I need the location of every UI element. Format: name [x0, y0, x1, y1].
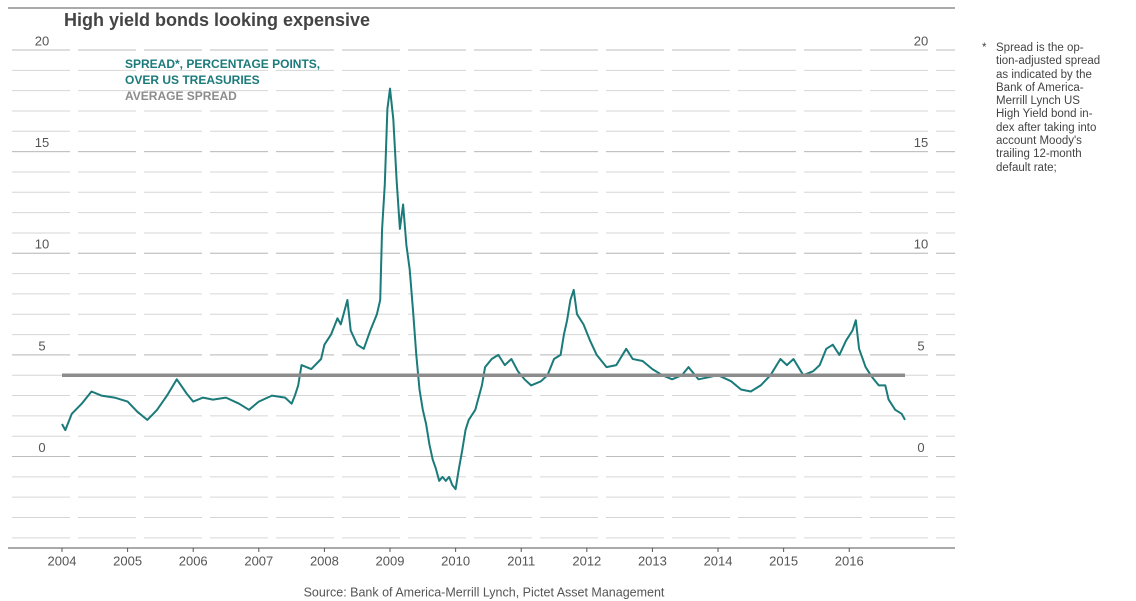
note-line: Bank of America-	[996, 81, 1084, 94]
x-tick-label: 2009	[376, 553, 405, 568]
x-tick-label: 2004	[48, 553, 77, 568]
legend-entry: SPREAD*, PERCENTAGE POINTS, OVER US TREA…	[125, 57, 321, 87]
y-tick-label: 0	[38, 440, 45, 455]
legend-entry: AVERAGE SPREAD	[125, 89, 237, 103]
x-tick-label: 2011	[507, 553, 535, 568]
y-tick-label: 10	[35, 237, 49, 252]
x-tick-label: 2014	[704, 553, 733, 568]
x-tick-label: 2015	[769, 553, 798, 568]
x-tick-label: 2013	[638, 553, 667, 568]
footnote: * Spread is the op-tion-adjusted spread a…	[982, 42, 1100, 175]
x-tick-label: 2012	[572, 553, 601, 568]
x-tick-label: 2006	[179, 553, 208, 568]
note-line: account Moody's	[996, 135, 1082, 148]
legend: SPREAD*, PERCENTAGE POINTS, OVER US TREA…	[125, 56, 340, 104]
x-tick-label: 2010	[441, 553, 470, 568]
x-tick-label: 2005	[113, 553, 142, 568]
note-line: as indicated by the	[996, 68, 1092, 81]
y-tick-label: 5	[38, 338, 45, 353]
note-line: default rate;	[996, 161, 1057, 174]
note-line: dex after taking into	[996, 121, 1097, 134]
y-tick-label-right: 5	[917, 338, 924, 353]
y-tick-label-right: 10	[914, 237, 928, 252]
note-line: trailing 12-month	[996, 148, 1082, 161]
y-tick-label: 15	[35, 135, 49, 150]
y-tick-label: 20	[35, 33, 49, 48]
note-line: Merrill Lynch US	[996, 95, 1080, 108]
note-lines: Spread is the op-tion-adjusted spread as …	[996, 42, 1100, 175]
note-marker: *	[982, 42, 987, 54]
note-line: tion-adjusted spread	[996, 55, 1101, 68]
note-line: High Yield bond in-	[996, 108, 1093, 121]
note-line: Spread is the op-	[996, 42, 1084, 54]
source: Source: Bank of America-Merrill Lynch, P…	[304, 585, 665, 599]
chart-title: High yield bonds looking expensive	[64, 10, 370, 30]
y-tick-label-right: 0	[917, 440, 924, 455]
series-line	[61, 87, 906, 491]
x-tick-label: 2007	[244, 553, 273, 568]
x-tick-label: 2008	[310, 553, 339, 568]
y-tick-label-right: 20	[914, 33, 928, 48]
x-tick-label: 2016	[835, 553, 864, 568]
y-tick-label-right: 15	[914, 135, 928, 150]
